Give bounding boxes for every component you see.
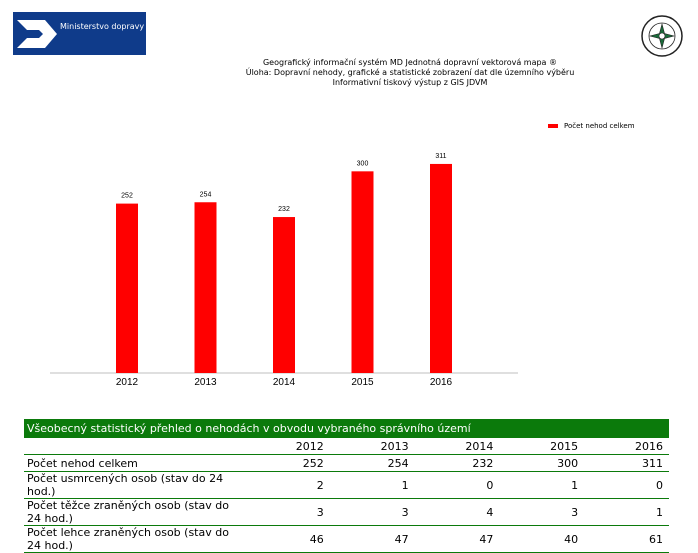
table-cell: 252 bbox=[244, 454, 330, 472]
ministry-arrow-icon bbox=[17, 20, 57, 48]
data-label-2012: 252 bbox=[121, 193, 133, 200]
year-header: 2014 bbox=[465, 439, 494, 453]
row-label: Počet usmrcených osob (stav do 24 hod.) bbox=[24, 471, 245, 499]
ministry-logo-text: Ministerstvo dopravy bbox=[60, 22, 145, 31]
table-cell: 3 bbox=[244, 498, 330, 526]
bar-2016 bbox=[430, 163, 452, 373]
police-emblem-icon bbox=[641, 15, 683, 57]
bar-2015 bbox=[351, 171, 374, 373]
data-label-2016: 311 bbox=[435, 153, 446, 160]
statistics-table: Všeobecný statistický přehled o nehodách… bbox=[24, 419, 669, 553]
report-header: Geografický informační systém MD Jednotn… bbox=[150, 58, 670, 88]
bar-2014 bbox=[273, 217, 295, 373]
table-cell: 0 bbox=[414, 471, 500, 499]
bar-2013 bbox=[194, 202, 217, 373]
table-row: Počet usmrcených osob (stav do 24 hod.) … bbox=[24, 471, 669, 499]
x-tick-label-2013: 2013 bbox=[194, 377, 217, 388]
x-tick-label-2012: 2012 bbox=[116, 377, 139, 388]
accident-bar-chart: 252 2012 254 2013 232 2014 300 2015 311 2016 bbox=[50, 153, 518, 388]
legend-label: Počet nehod celkem bbox=[564, 122, 635, 130]
table-title-row: Všeobecný statistický přehled o nehodách… bbox=[24, 419, 669, 438]
table-cell: 3 bbox=[329, 498, 415, 526]
table-title: Všeobecný statistický přehled o nehodách… bbox=[24, 419, 669, 438]
table-row: Počet lehce zraněných osob (stav do 24 h… bbox=[24, 525, 669, 553]
table-header-row: 2012 2013 2014 2015 2016 bbox=[24, 438, 669, 455]
data-label-2014: 232 bbox=[278, 206, 290, 213]
table-cell: 0 bbox=[584, 471, 669, 499]
header-line-1: Geografický informační systém MD Jednotn… bbox=[262, 58, 557, 67]
ministry-logo: Ministerstvo dopravy bbox=[13, 12, 146, 55]
year-header: 2015 bbox=[550, 439, 579, 453]
table-cell: 40 bbox=[499, 525, 585, 553]
table-cell: 300 bbox=[499, 454, 585, 472]
table-cell: 3 bbox=[499, 498, 585, 526]
table-cell: 4 bbox=[414, 498, 500, 526]
legend-swatch bbox=[548, 124, 558, 128]
row-label: Počet nehod celkem bbox=[24, 454, 245, 472]
year-header: 2012 bbox=[295, 439, 324, 453]
table-cell: 1 bbox=[329, 471, 415, 499]
table-row: Počet těžce zraněných osob (stav do 24 h… bbox=[24, 498, 669, 526]
table-cell: 47 bbox=[414, 525, 500, 553]
row-label: Počet těžce zraněných osob (stav do 24 h… bbox=[24, 498, 245, 526]
table-cell: 61 bbox=[584, 525, 669, 553]
table-cell: 2 bbox=[244, 471, 330, 499]
table-header-spacer bbox=[24, 438, 245, 455]
bar-2012 bbox=[116, 203, 138, 373]
table-cell: 232 bbox=[414, 454, 500, 472]
data-label-2013: 254 bbox=[200, 191, 212, 198]
header-line-2: Úloha: Dopravní nehody, grafické a stati… bbox=[245, 68, 575, 77]
x-tick-label-2015: 2015 bbox=[351, 377, 374, 388]
chart-legend: Počet nehod celkem bbox=[548, 122, 635, 130]
year-header: 2013 bbox=[380, 439, 409, 453]
table-cell: 254 bbox=[329, 454, 415, 472]
table-cell: 47 bbox=[329, 525, 415, 553]
header-line-3: Informativní tiskový výstup z GIS JDVM bbox=[332, 78, 488, 87]
table-cell: 311 bbox=[584, 454, 669, 472]
x-tick-label-2014: 2014 bbox=[273, 377, 296, 388]
table-cell: 46 bbox=[244, 525, 330, 553]
data-label-2015: 300 bbox=[357, 160, 369, 167]
x-tick-label-2016: 2016 bbox=[430, 377, 453, 388]
table-cell: 1 bbox=[584, 498, 669, 526]
row-label: Počet lehce zraněných osob (stav do 24 h… bbox=[24, 525, 245, 553]
table-cell: 1 bbox=[499, 471, 585, 499]
table-row: Počet nehod celkem 252 254 232 300 311 bbox=[24, 454, 669, 472]
year-header: 2016 bbox=[635, 439, 663, 453]
